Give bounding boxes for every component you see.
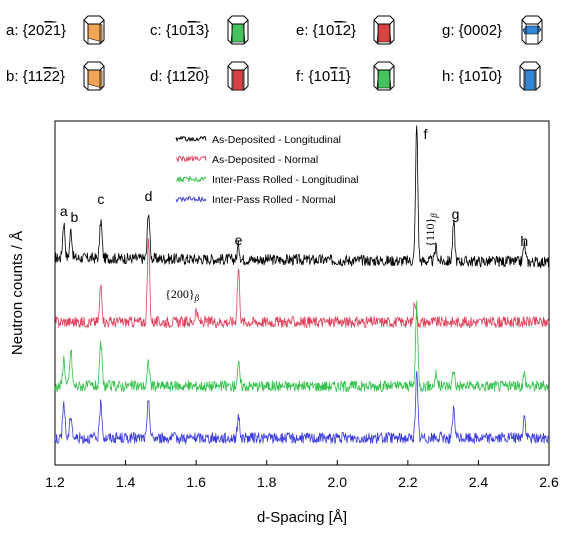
x-axis-label: d-Spacing [Å] [257, 509, 347, 526]
legend-swatch [175, 135, 207, 142]
series-traces [54, 125, 550, 445]
legend: As-Deposited - Longitudinal As-Deposited … [175, 134, 359, 206]
hexagonal-prism-icon [227, 15, 249, 45]
plane-label: b: {1122} [6, 68, 65, 85]
plane-label: g: {0002} [442, 22, 502, 39]
svg-text:{110}β: {110}β [423, 213, 439, 247]
svg-text:{200}β: {200}β [165, 287, 200, 303]
x-axis: 1.2 1.4 1.6 1.8 2.0 2.2 2.4 2.6 [45, 460, 559, 490]
plane-b: b: {1122} [6, 61, 105, 91]
legend-swatch [175, 195, 207, 203]
hexagonal-prism-icon [83, 15, 105, 45]
plane-h: h: {1010} [442, 61, 541, 91]
plane-label: a: {2021} [6, 22, 66, 39]
plane-key: a: {2021} b: {1122} c: {1013} d: {1120} e: {… [6, 15, 543, 91]
x-tick-label: 1.8 [257, 474, 277, 490]
plane-g: g: {0002} [442, 15, 543, 45]
peak-label-a: a [60, 203, 68, 219]
legend-entry: Inter-Pass Rolled - Longitudinal [175, 174, 359, 186]
peak-label-h: h [520, 233, 528, 249]
legend-entry: As-Deposited - Longitudinal [175, 134, 341, 146]
hexagonal-prism-icon [521, 15, 543, 45]
plane-c: c: {1013} [150, 15, 249, 45]
plane-label: f: {1011} [296, 68, 351, 85]
plot-frame [54, 120, 550, 466]
peak-label-g: g [452, 206, 460, 222]
series-line [54, 371, 550, 445]
series-line [54, 125, 550, 269]
hexagonal-prism-icon [83, 61, 105, 91]
hexagonal-prism-icon [519, 61, 541, 91]
plane-a: a: {2021} [6, 15, 105, 45]
x-tick-label: 1.2 [45, 474, 65, 490]
plane-label: h: {1010} [442, 68, 502, 85]
legend-swatch [175, 155, 207, 163]
peak-labels: a b c d e f g h {200}β {110}β [60, 126, 528, 303]
series-line [54, 300, 550, 393]
legend-label: Inter-Pass Rolled - Longitudinal [212, 174, 359, 186]
peak-label-d: d [145, 188, 153, 204]
diffraction-plot: 1.2 1.4 1.6 1.8 2.0 2.2 2.4 2.6 As-Deposited - … [9, 120, 559, 526]
series-line [54, 238, 550, 329]
x-tick-label: 1.6 [186, 474, 206, 490]
beta-peak-label: {110}β [423, 213, 439, 247]
peak-label-f: f [424, 126, 428, 142]
legend-label: Inter-Pass Rolled - Normal [212, 194, 336, 206]
y-axis-label: Neutron counts / Å [9, 231, 26, 355]
plane-label: e: {1012} [296, 22, 356, 39]
plane-e: e: {1012} [296, 15, 395, 45]
peak-label-c: c [97, 191, 104, 207]
x-tick-label: 2.0 [328, 474, 348, 490]
plane-f: f: {1011} [296, 61, 395, 91]
hexagonal-prism-icon [373, 15, 395, 45]
peak-label-b: b [71, 209, 79, 225]
legend-entry: Inter-Pass Rolled - Normal [175, 194, 336, 206]
legend-entry: As-Deposited - Normal [175, 154, 318, 166]
beta-peak-label: {200}β [165, 287, 200, 303]
legend-swatch [175, 175, 207, 184]
plane-label: d: {1120} [150, 68, 209, 85]
x-tick-label: 2.2 [398, 474, 418, 490]
plane-d: d: {1120} [150, 61, 249, 91]
legend-label: As-Deposited - Normal [212, 154, 318, 166]
legend-label: As-Deposited - Longitudinal [212, 134, 341, 146]
x-tick-label: 1.4 [116, 474, 136, 490]
plane-label: c: {1013} [150, 22, 209, 39]
x-tick-label: 2.6 [539, 474, 559, 490]
peak-label-e: e [235, 232, 243, 248]
x-tick-label: 2.4 [469, 474, 489, 490]
hexagonal-prism-icon [227, 61, 249, 91]
hexagonal-prism-icon [373, 61, 395, 91]
